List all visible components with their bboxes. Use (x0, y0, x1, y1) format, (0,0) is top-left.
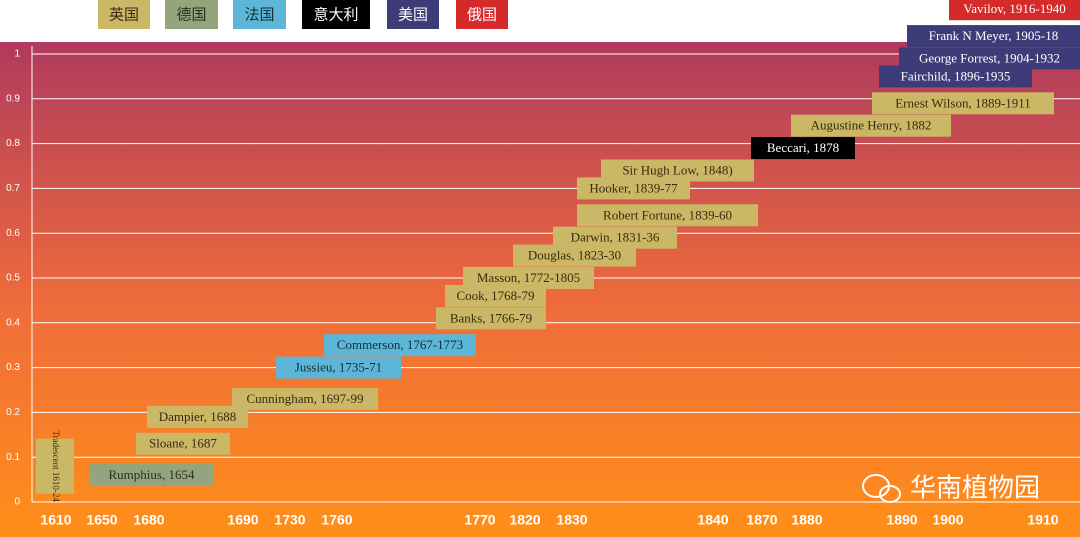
legend-swatch (233, 0, 286, 29)
x-tick-label: 1840 (697, 512, 728, 528)
legend-label: 俄国 (467, 6, 497, 24)
legend-label: 意大利 (313, 6, 358, 24)
item-label: Ernest Wilson, 1889-1911 (895, 95, 1031, 110)
item-label: George Forrest, 1904-1932 (919, 50, 1060, 65)
item-label: Robert Fortune, 1839-60 (603, 207, 732, 222)
x-tick-label: 1880 (791, 512, 822, 528)
item-label: Dampier, 1688 (159, 409, 236, 424)
item-label: Vavilov, 1916-1940 (963, 1, 1065, 16)
item-box (136, 432, 230, 455)
item-label: Cunningham, 1697-99 (247, 391, 364, 406)
x-tick-label: 1610 (40, 512, 71, 528)
y-tick-label: 0.4 (6, 317, 20, 328)
item-label: Cook, 1768-79 (457, 288, 535, 303)
item-box (232, 387, 378, 410)
x-tick-label: 1910 (1027, 512, 1058, 528)
item-box (899, 47, 1080, 70)
item-label: Darwin, 1831-36 (571, 230, 660, 245)
item-box (276, 356, 401, 379)
x-tick-label: 1760 (321, 512, 352, 528)
y-tick-label: 0.8 (6, 138, 20, 149)
item-box (872, 92, 1054, 115)
item-box (436, 307, 546, 330)
item-label: Masson, 1772-1805 (477, 270, 580, 285)
item-label: Tradescent 1610-24 (51, 430, 61, 502)
legend-swatch (165, 0, 218, 29)
legend-label: 美国 (398, 6, 428, 24)
item-label: Fairchild, 1896-1935 (901, 68, 1011, 83)
legend-swatch (387, 0, 439, 29)
y-tick-label: 0.2 (6, 407, 20, 418)
legend-label: 法国 (244, 6, 274, 24)
item-box (601, 159, 754, 182)
legend-label: 德国 (176, 6, 206, 24)
x-tick-label: 1870 (746, 512, 777, 528)
legend-swatch (456, 0, 508, 29)
item-box (751, 137, 855, 160)
x-tick-label: 1680 (133, 512, 164, 528)
y-tick-label: 0.5 (6, 273, 20, 284)
item-box (147, 405, 248, 428)
x-tick-label: 1890 (886, 512, 917, 528)
item-label: Augustine Henry, 1882 (811, 118, 932, 133)
y-tick-label: 0.6 (6, 228, 20, 239)
y-tick-label: 0.3 (6, 362, 20, 373)
item-box (577, 177, 690, 200)
item-box (513, 244, 636, 267)
item-label: Frank N Meyer, 1905-18 (929, 28, 1058, 43)
y-tick-label: 0 (14, 497, 20, 508)
item-box (577, 204, 758, 227)
item-box (907, 25, 1080, 48)
item-label: Jussieu, 1735-71 (295, 360, 382, 375)
x-tick-label: 1830 (556, 512, 587, 528)
item-label: Hooker, 1839-77 (589, 180, 678, 195)
y-tick-label: 1 (14, 49, 20, 60)
x-tick-label: 1820 (509, 512, 540, 528)
item-box (324, 334, 476, 357)
x-tick-label: 1650 (86, 512, 117, 528)
item-box (553, 226, 677, 249)
legend-swatch (302, 0, 370, 29)
watermark-text: 华南植物园 (910, 474, 1040, 504)
item-box (949, 0, 1080, 21)
x-tick-label: 1770 (464, 512, 495, 528)
y-tick-label: 0.9 (6, 93, 20, 104)
item-box (879, 65, 1032, 88)
legend-label: 英国 (109, 6, 139, 24)
item-label: Sir Hugh Low, 1848) (622, 162, 732, 177)
watermark: 华南植物园 (862, 474, 1040, 504)
y-tick-label: 0.7 (6, 183, 20, 194)
item-label: Banks, 1766-79 (450, 310, 532, 325)
item-box (89, 464, 214, 487)
item-label: Rumphius, 1654 (109, 467, 195, 482)
item-box (791, 114, 951, 137)
item-label: Beccari, 1878 (767, 140, 839, 155)
item-box (463, 267, 594, 289)
item-box (445, 284, 546, 307)
item-label: Sloane, 1687 (149, 436, 217, 451)
item-box (36, 438, 74, 494)
y-tick-label: 0.1 (6, 452, 20, 463)
item-label: Commerson, 1767-1773 (337, 337, 463, 352)
x-tick-label: 1900 (932, 512, 963, 528)
legend-swatch (98, 0, 150, 29)
item-label: Douglas, 1823-30 (528, 248, 621, 263)
x-tick-label: 1730 (274, 512, 305, 528)
x-tick-label: 1690 (227, 512, 258, 528)
